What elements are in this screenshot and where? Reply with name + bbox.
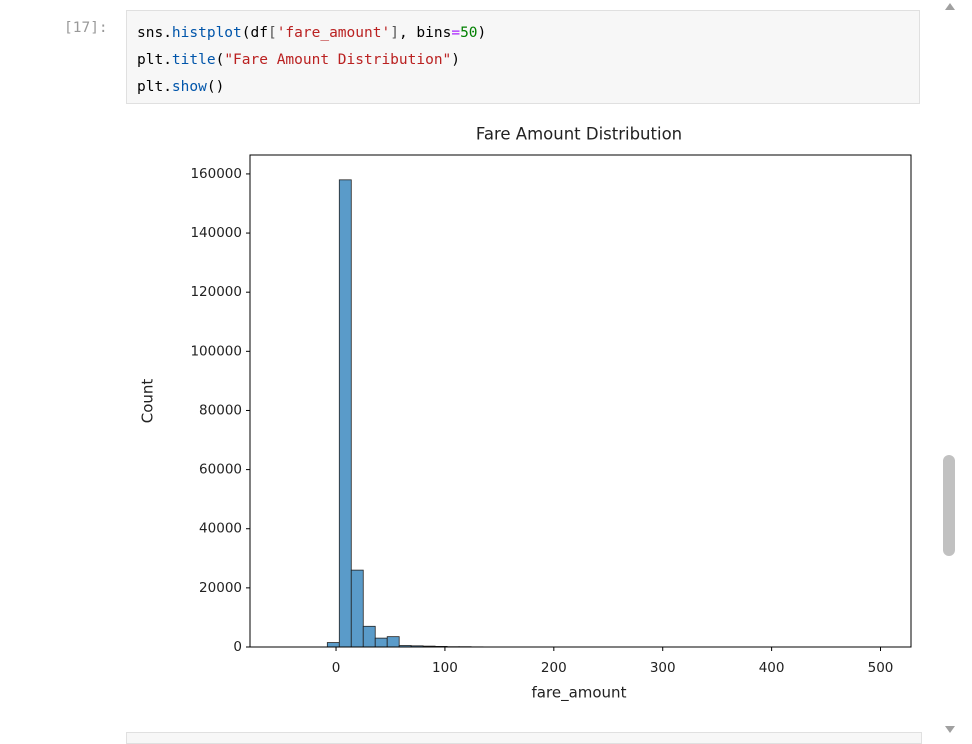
scrollbar[interactable]	[940, 0, 960, 737]
y-tick-label: 40000	[199, 521, 242, 537]
x-tick-label: 200	[541, 660, 567, 676]
y-tick-label: 100000	[190, 343, 242, 359]
chart: Fare Amount Distribution fare_amount Cou…	[0, 0, 930, 730]
y-tick-label: 160000	[190, 166, 242, 182]
scroll-down[interactable]	[945, 726, 955, 733]
y-tick-label: 20000	[199, 580, 242, 596]
bar	[339, 180, 351, 647]
x-axis-label: fare_amount	[532, 684, 627, 703]
x-tick-label: 300	[650, 660, 676, 676]
scroll-thumb[interactable]	[943, 455, 955, 556]
bar	[351, 570, 363, 647]
bar	[375, 638, 387, 647]
y-tick-label: 60000	[199, 462, 242, 478]
bar	[363, 626, 375, 647]
chart-title: Fare Amount Distribution	[476, 125, 682, 144]
y-tick-label: 80000	[199, 402, 242, 418]
x-tick-label: 400	[759, 660, 785, 676]
bar	[327, 643, 339, 647]
x-tick-label: 500	[868, 660, 894, 676]
y-tick-label: 120000	[190, 284, 242, 300]
bar	[387, 637, 399, 647]
y-tick-label: 0	[233, 639, 242, 655]
x-tick-label: 0	[332, 660, 341, 676]
scroll-up[interactable]	[945, 3, 955, 10]
next-cell[interactable]	[126, 732, 922, 744]
y-tick-label: 140000	[190, 225, 242, 241]
y-axis-label: Count	[139, 379, 157, 424]
x-tick-label: 100	[432, 660, 458, 676]
